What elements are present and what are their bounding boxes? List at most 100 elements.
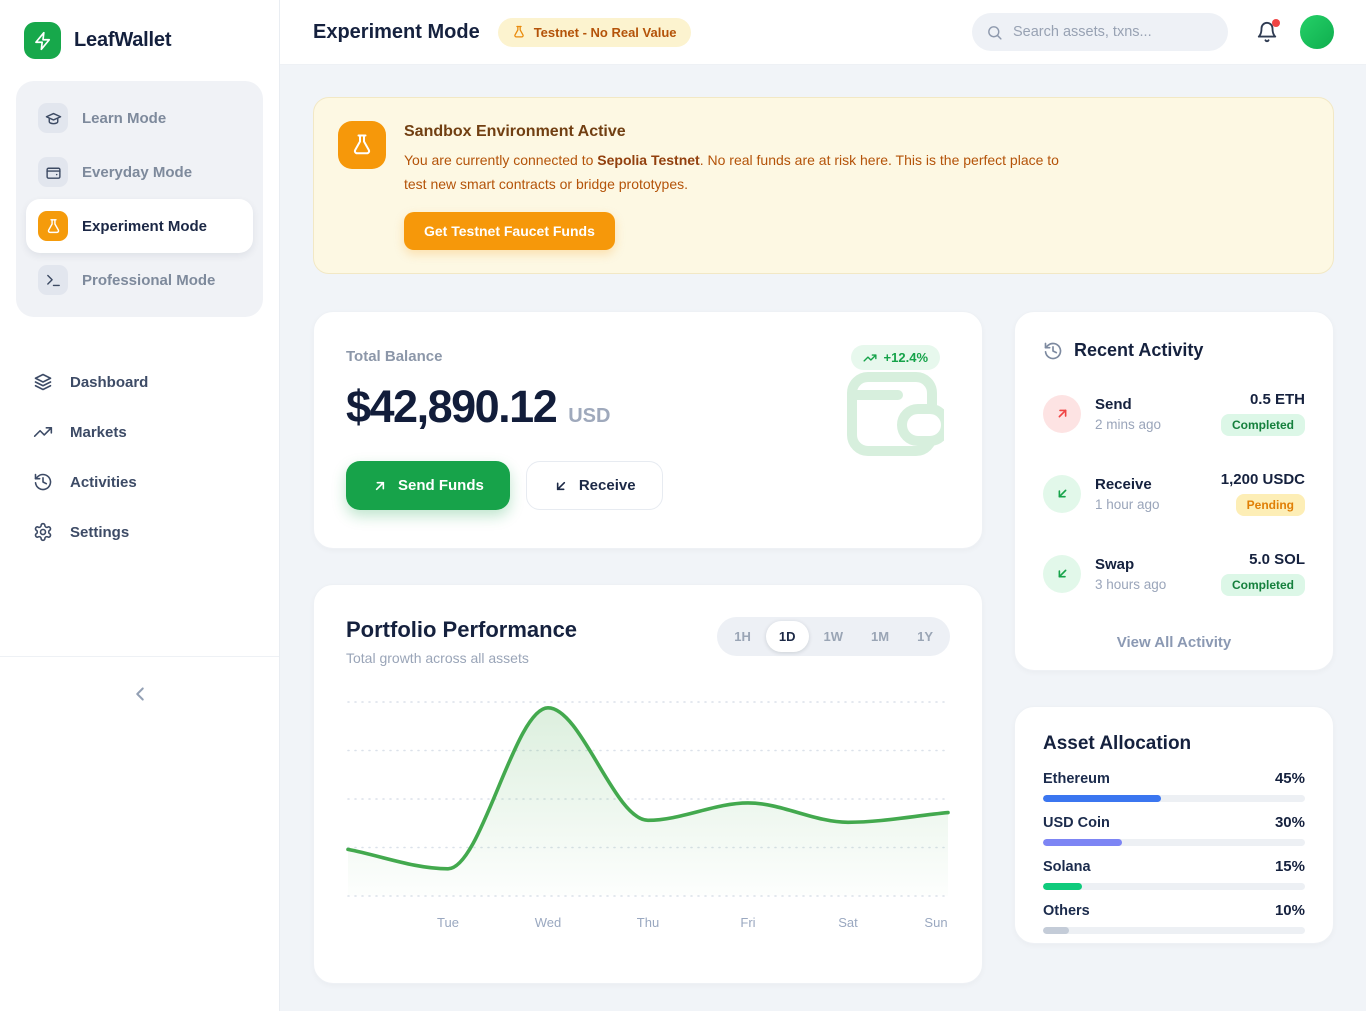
sandbox-banner: Sandbox Environment Active You are curre… [313, 97, 1334, 275]
arrow-up-right-icon [1043, 394, 1081, 433]
progress-fill [1043, 795, 1161, 803]
search-icon [986, 24, 1003, 41]
flask-icon [512, 25, 526, 39]
range-button-1h[interactable]: 1H [721, 621, 764, 652]
sidebar-spacer [0, 557, 279, 656]
activity-row-swap[interactable]: Swap 3 hours ago 5.0 SOL Completed [1043, 551, 1305, 597]
notification-dot [1272, 19, 1280, 27]
sidebar-item-markets[interactable]: Markets [0, 407, 279, 457]
activity-title: Recent Activity [1074, 340, 1204, 361]
sidebar-item-label: Dashboard [70, 373, 149, 391]
sidebar-item-label: Settings [70, 523, 130, 541]
activity-info: Send 2 mins ago [1095, 396, 1207, 432]
allocation-row-usd-coin: USD Coin 30% [1043, 814, 1305, 847]
activity-amount: 0.5 ETH [1249, 391, 1305, 409]
balance-change-value: +12.4% [883, 350, 928, 366]
asset-name: USD Coin [1043, 814, 1110, 831]
get-faucet-funds-button[interactable]: Get Testnet Faucet Funds [404, 212, 615, 251]
progress-track [1043, 883, 1305, 891]
search-input[interactable] [1013, 24, 1214, 40]
sidebar-item-label: Activities [70, 473, 137, 491]
receive-button[interactable]: Receive [525, 461, 663, 511]
progress-track [1043, 927, 1305, 935]
activity-row-receive[interactable]: Receive 1 hour ago 1,200 USDC Pending [1043, 471, 1305, 517]
arrow-down-left-icon [1043, 554, 1081, 593]
sidebar-item-activities[interactable]: Activities [0, 457, 279, 507]
layers-icon [33, 372, 53, 392]
testnet-badge-label: Testnet - No Real Value [533, 24, 677, 40]
time-range-selector: 1H 1D 1W 1M 1Y [717, 617, 950, 657]
arrow-up-right-icon [372, 478, 388, 494]
gear-icon [33, 522, 53, 542]
activity-time: 3 hours ago [1095, 576, 1167, 592]
activity-time: 2 mins ago [1095, 416, 1162, 432]
range-button-1d[interactable]: 1D [765, 621, 809, 653]
sidebar-item-everyday-mode[interactable]: Everyday Mode [26, 145, 253, 199]
activity-info: Receive 1 hour ago [1095, 476, 1207, 512]
area-chart: Tue Wed Thu Fri Sat Sun [346, 701, 951, 930]
sidebar-footer [0, 656, 279, 1011]
asset-name: Ethereum [1043, 770, 1110, 787]
asset-name: Others [1043, 902, 1090, 919]
brand-name: LeafWallet [74, 29, 172, 51]
asset-name: Solana [1043, 858, 1091, 875]
svg-text:Tue: Tue [437, 915, 459, 930]
svg-text:Wed: Wed [535, 915, 562, 930]
activity-row-send[interactable]: Send 2 mins ago 0.5 ETH Completed [1043, 391, 1305, 437]
sidebar: LeafWallet Learn Mode Everyday Mode Expe… [0, 0, 280, 1011]
search-box [972, 13, 1228, 51]
activity-header: Recent Activity [1043, 340, 1305, 361]
brand: LeafWallet [0, 0, 279, 75]
progress-fill [1043, 927, 1070, 935]
portfolio-subtitle: Total growth across all assets [346, 650, 529, 667]
progress-fill [1043, 839, 1122, 847]
portfolio-titles: Portfolio Performance Total growth acros… [346, 617, 577, 666]
balance-change-badge: +12.4% [850, 345, 940, 371]
range-button-1m[interactable]: 1M [858, 621, 902, 652]
balance-actions: Send Funds Receive [346, 461, 950, 511]
activity-amount-block: 1,200 USDC Pending [1221, 471, 1305, 517]
allocation-title: Asset Allocation [1043, 733, 1192, 755]
avatar[interactable] [1300, 15, 1334, 49]
allocation-row-solana: Solana 15% [1043, 858, 1305, 891]
asset-percent: 10% [1274, 902, 1305, 920]
range-button-1w[interactable]: 1W [811, 621, 857, 652]
portfolio-header: Portfolio Performance Total growth acros… [346, 617, 950, 666]
range-button-1y[interactable]: 1Y [904, 621, 946, 652]
recent-activity-card: Recent Activity Send 2 mins ago [1014, 311, 1334, 672]
sidebar-nav: Dashboard Markets Activities Settings [0, 357, 279, 557]
sidebar-item-dashboard[interactable]: Dashboard [0, 357, 279, 407]
chevron-left-icon [129, 683, 151, 705]
allocation-row-ethereum: Ethereum 45% [1043, 770, 1305, 803]
sidebar-item-label: Markets [70, 423, 127, 441]
arrow-down-left-icon [553, 478, 569, 494]
asset-allocation-card: Asset Allocation Ethereum 45% [1014, 706, 1334, 945]
svg-text:Fri: Fri [740, 915, 755, 930]
sidebar-collapse-button[interactable] [123, 677, 157, 711]
activity-time: 1 hour ago [1095, 496, 1160, 512]
trending-up-icon [863, 351, 877, 365]
sidebar-item-experiment-mode[interactable]: Experiment Mode [26, 199, 253, 253]
history-icon [33, 472, 53, 492]
sidebar-item-settings[interactable]: Settings [0, 507, 279, 557]
main-area: Experiment Mode Testnet - No Real Value [280, 0, 1366, 1011]
sandbox-banner-title: Sandbox Environment Active [404, 123, 626, 140]
svg-text:Thu: Thu [637, 915, 659, 930]
sidebar-item-label: Everyday Mode [82, 163, 193, 181]
send-funds-button[interactable]: Send Funds [346, 461, 510, 511]
notifications-button[interactable] [1256, 19, 1280, 43]
status-badge: Completed [1220, 574, 1305, 597]
lightning-bolt-icon [24, 22, 61, 59]
allocation-list: Ethereum 45% USD Coin 30% [1043, 770, 1305, 935]
sidebar-item-label: Learn Mode [82, 109, 167, 127]
sidebar-item-learn-mode[interactable]: Learn Mode [26, 91, 253, 145]
portfolio-performance-card: Portfolio Performance Total growth acros… [313, 584, 983, 985]
balance-label: Total Balance [346, 348, 443, 366]
testnet-badge: Testnet - No Real Value [497, 17, 691, 47]
network-name: Sepolia Testnet [597, 152, 700, 168]
activity-list: Send 2 mins ago 0.5 ETH Completed [1043, 391, 1305, 597]
view-all-activity-link[interactable]: View All Activity [1116, 634, 1232, 652]
activity-info: Swap 3 hours ago [1095, 556, 1207, 592]
sidebar-item-professional-mode[interactable]: Professional Mode [26, 253, 253, 307]
